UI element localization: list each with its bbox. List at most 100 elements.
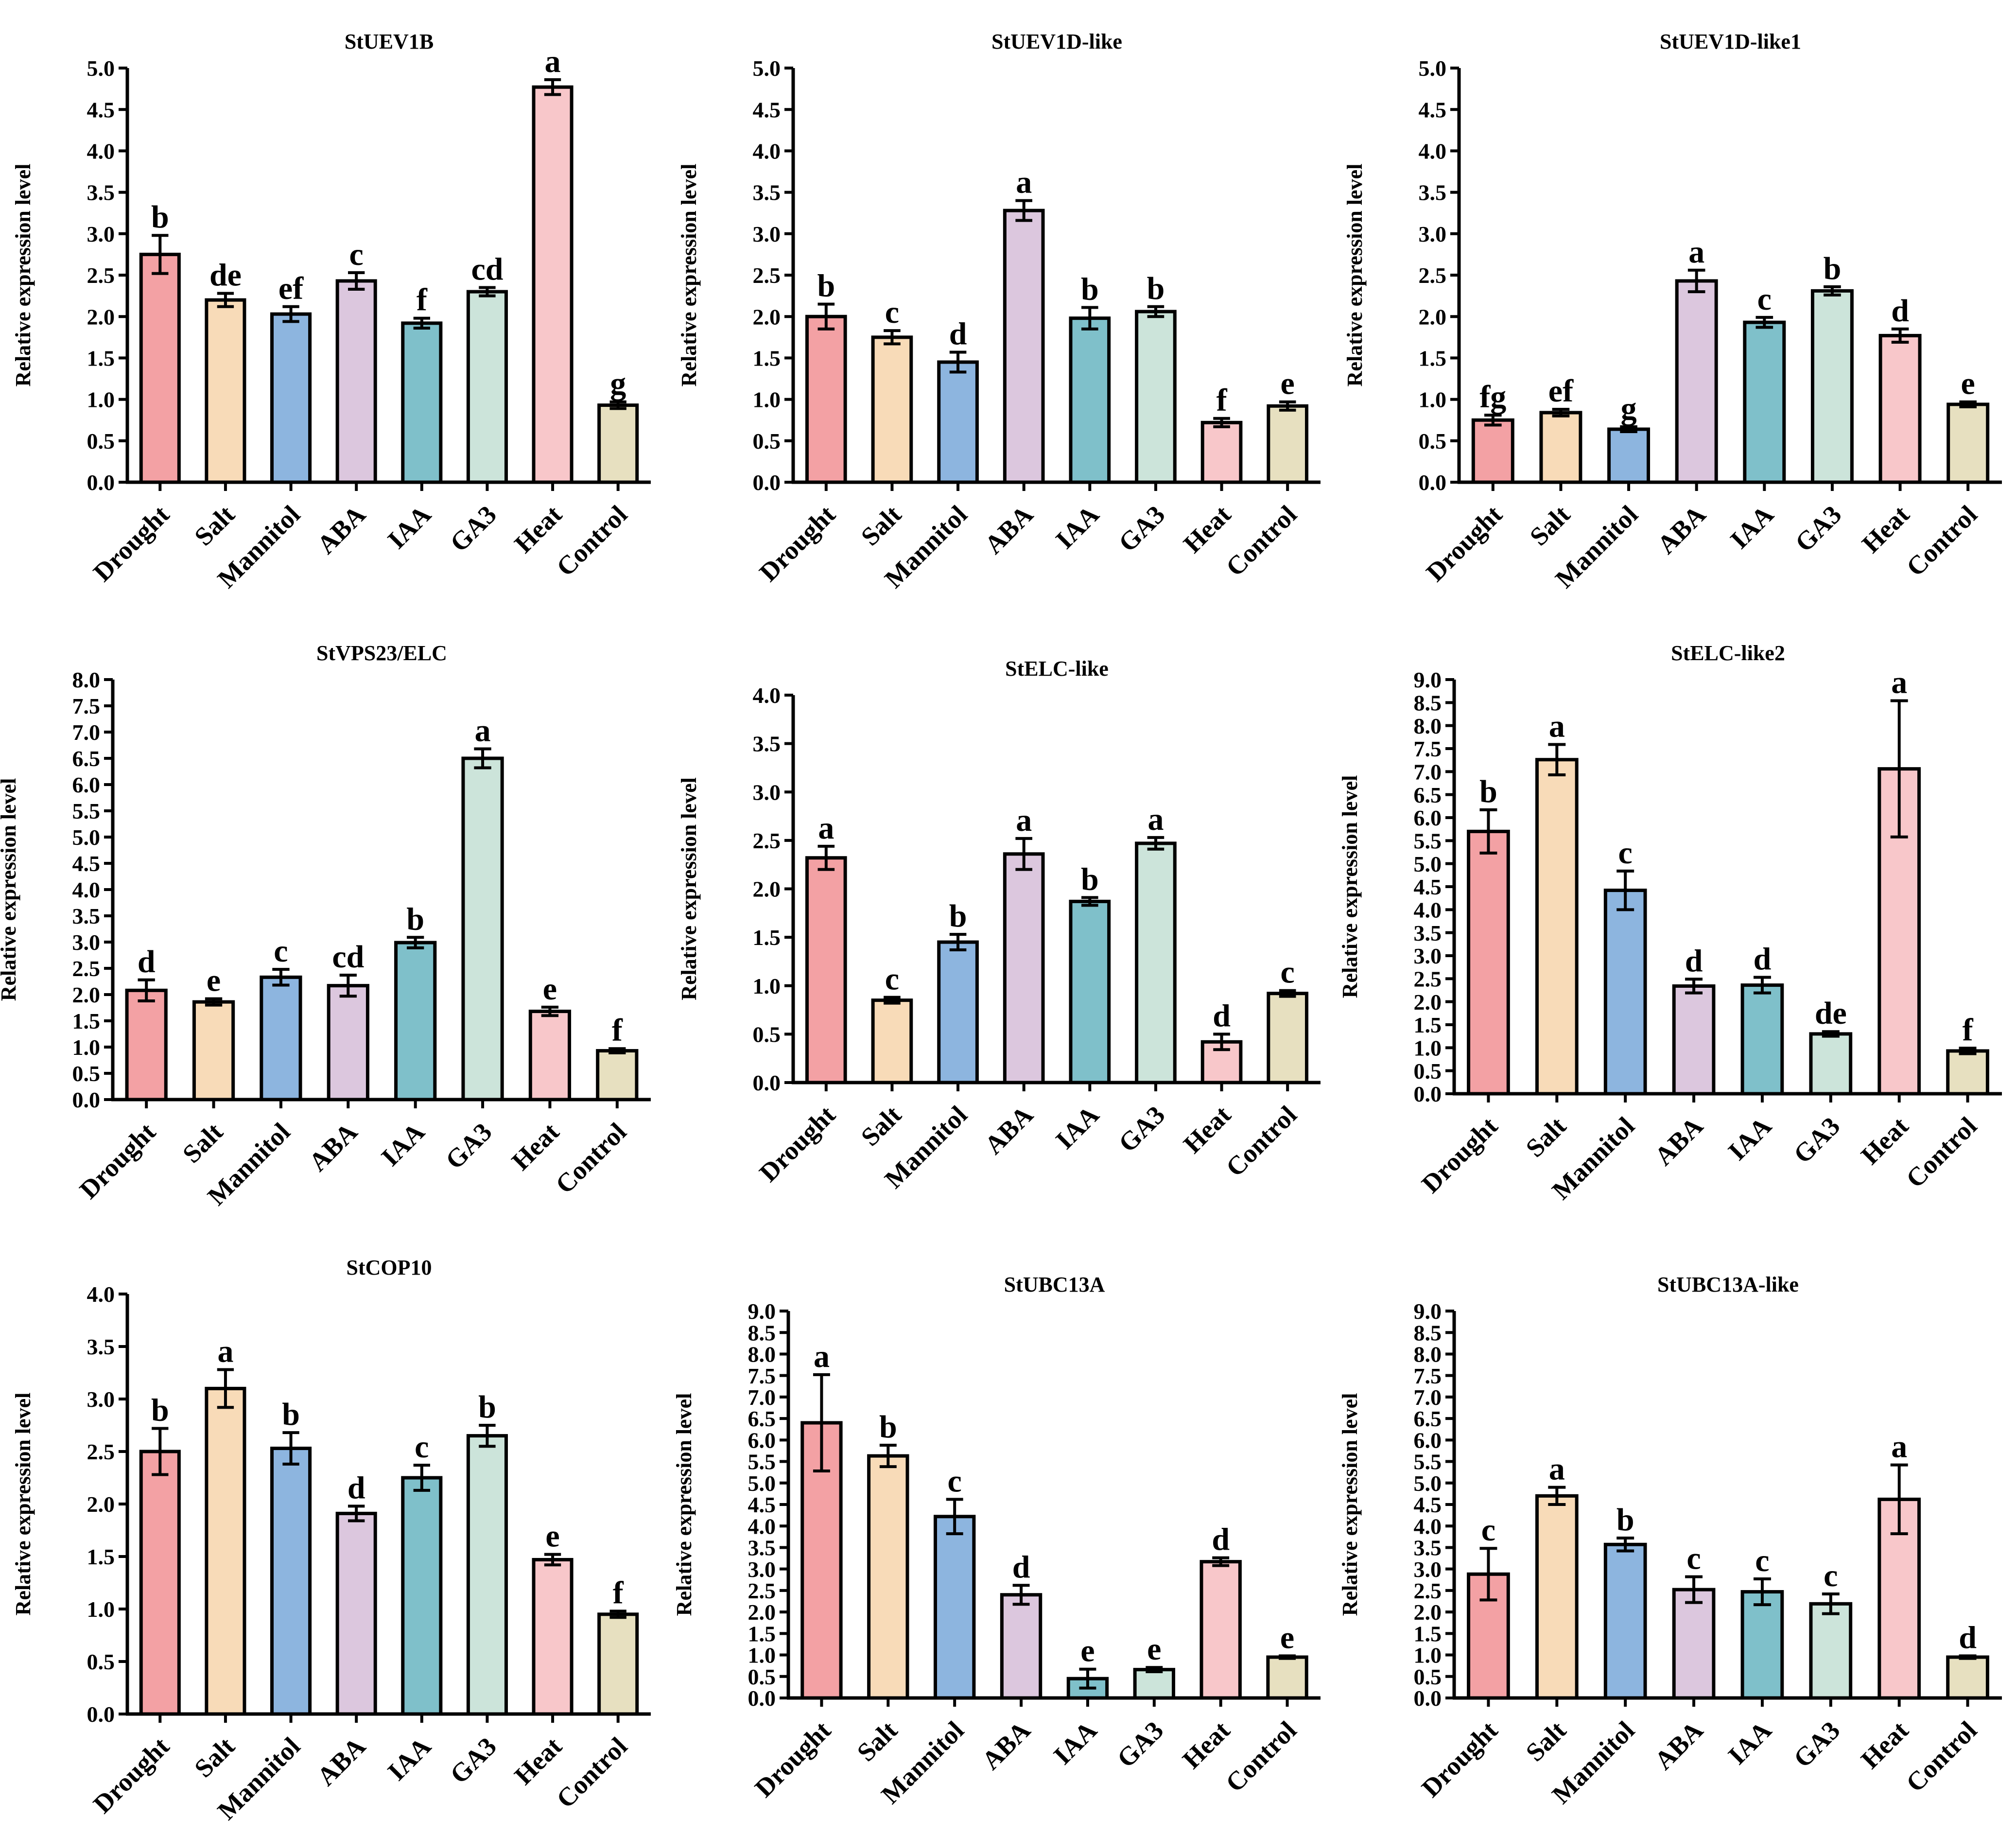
significance-label: b <box>151 1392 169 1428</box>
x-tick-label: Drought <box>87 1732 175 1819</box>
bar-aba <box>1675 279 1718 484</box>
y-tick-label: 1.0 <box>753 387 781 412</box>
y-tick-label: 4.0 <box>753 139 781 164</box>
significance-label: a <box>1688 234 1704 270</box>
y-tick-label: 6.5 <box>72 746 101 771</box>
x-tick-label: Heat <box>506 1117 565 1176</box>
significance-label: e <box>207 963 221 998</box>
y-tick-label: 8.0 <box>748 1342 776 1367</box>
y-tick-label: 4.5 <box>753 97 781 122</box>
y-tick-label: 0.0 <box>748 1686 776 1711</box>
error-bar <box>884 329 901 346</box>
error-bar <box>1891 327 1909 344</box>
significance-label: g <box>1621 391 1637 426</box>
y-tick-label: 2.0 <box>87 304 115 329</box>
significance-label: c <box>885 295 899 330</box>
error-bar <box>1552 408 1570 418</box>
x-tick-label: Drought <box>1421 500 1508 587</box>
x-tick-label: Drought <box>1416 1715 1503 1803</box>
y-tick-label: 1.0 <box>1414 1643 1442 1668</box>
bar-salt <box>1539 411 1582 484</box>
y-tick-label: 4.0 <box>1419 139 1447 164</box>
y-tick-label: 0.5 <box>87 1649 115 1674</box>
significance-label: de <box>1815 996 1847 1031</box>
y-axis-label: Relative expression level <box>1338 775 1362 998</box>
y-tick-label: 2.0 <box>753 877 781 902</box>
y-tick-label: 0.5 <box>753 429 781 454</box>
significance-label: d <box>949 316 967 351</box>
x-tick-label: IAA <box>1724 500 1779 554</box>
error-bar <box>817 844 835 871</box>
x-tick-label: Heat <box>1178 1100 1236 1159</box>
y-axis-label: Relative expression level <box>1338 1393 1362 1616</box>
bar-drought <box>805 856 847 1085</box>
error-bar <box>413 1464 430 1492</box>
y-tick-label: 0.0 <box>753 1070 781 1095</box>
y-tick-label: 2.5 <box>748 1578 776 1603</box>
chart-title: StUEV1D-like1 <box>1660 30 1801 53</box>
error-bar <box>1213 417 1230 428</box>
x-tick-label: Control <box>551 1732 633 1814</box>
x-tick-label: Salt <box>1524 500 1576 551</box>
error-bar <box>1822 1030 1840 1038</box>
bar-control <box>1946 1655 1989 1700</box>
error-bar <box>1616 869 1634 911</box>
y-tick-label: 1.0 <box>753 974 781 998</box>
error-bar <box>1081 306 1098 331</box>
y-axis-label: Relative expression level <box>672 1393 696 1616</box>
y-tick-label: 1.5 <box>1414 1621 1442 1646</box>
x-tick-label: Salt <box>1520 1715 1572 1767</box>
bar-salt <box>871 998 913 1085</box>
error-bar <box>1081 896 1098 907</box>
y-tick-label: 5.0 <box>1414 852 1442 876</box>
bar-iaa <box>1740 983 1784 1096</box>
significance-label: c <box>415 1429 429 1465</box>
bar-heat <box>532 1557 574 1716</box>
error-bar <box>813 1373 830 1473</box>
significance-label: b <box>1824 251 1842 286</box>
x-tick-label: Control <box>1220 1715 1302 1798</box>
error-bar <box>479 1424 496 1448</box>
error-bar <box>1146 1666 1163 1674</box>
y-tick-label: 7.5 <box>72 694 101 718</box>
error-bar <box>1279 1654 1296 1660</box>
x-tick-label: Salt <box>1520 1111 1572 1163</box>
y-tick-label: 7.0 <box>1414 1385 1442 1410</box>
y-tick-label: 0.0 <box>1414 1686 1442 1711</box>
significance-label: a <box>1549 708 1565 744</box>
significance-label: d <box>1012 1549 1030 1585</box>
bar-salt <box>867 1454 909 1700</box>
error-bar <box>608 1047 626 1054</box>
significance-label: ef <box>1548 373 1574 409</box>
bar-control <box>597 1612 639 1716</box>
x-tick-label: Drought <box>754 500 841 587</box>
x-tick-label: Drought <box>749 1715 836 1803</box>
x-tick-label: ABA <box>979 1100 1039 1160</box>
bar-ga3 <box>1135 310 1177 484</box>
error-bar <box>1753 1577 1771 1607</box>
significance-label: a <box>814 1339 830 1374</box>
chart-title: StCOP10 <box>347 1256 432 1279</box>
x-tick-label: ABA <box>1649 1111 1709 1171</box>
error-bar <box>339 974 357 998</box>
y-tick-label: 5.0 <box>1419 56 1447 81</box>
y-tick-label: 6.0 <box>1414 805 1442 830</box>
bar-salt <box>871 335 913 484</box>
chart-title: StUBC13A <box>1004 1273 1105 1296</box>
y-tick-label: 3.0 <box>1419 222 1447 246</box>
significance-label: d <box>348 1470 365 1505</box>
y-tick-label: 2.5 <box>1419 263 1447 288</box>
error-bar <box>1548 1486 1566 1506</box>
chart-title: StUEV1D-like <box>991 30 1122 53</box>
y-tick-label: 2.0 <box>87 1492 115 1517</box>
x-tick-label: IAA <box>1050 500 1104 554</box>
error-bar <box>1479 1547 1497 1602</box>
error-bar <box>1147 305 1164 318</box>
significance-label: c <box>1824 1558 1838 1593</box>
bar-drought <box>139 1450 181 1716</box>
x-tick-label: Control <box>1220 1100 1303 1182</box>
significance-label: f <box>613 1575 624 1610</box>
y-axis-label: Relative expression level <box>11 1393 35 1616</box>
y-tick-label: 4.0 <box>1414 897 1442 922</box>
bar-control <box>596 1049 639 1102</box>
